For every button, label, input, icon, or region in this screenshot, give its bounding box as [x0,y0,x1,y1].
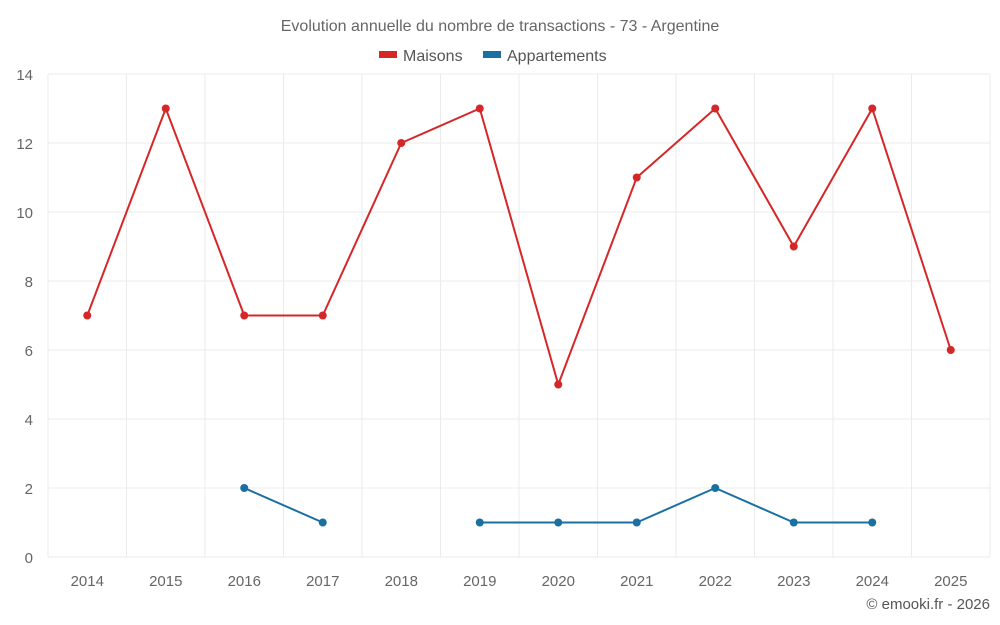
data-point [789,518,798,527]
x-axis: 2014 2015 2016 2017 2018 2019 2020 2021 2022 2023… [71,573,968,590]
data-point [711,104,720,113]
chart-title: Evolution annuelle du nombre de transact… [281,18,720,35]
data-point [868,104,877,113]
data-point [554,518,563,527]
x-tick-label: 2018 [385,573,418,590]
x-tick-label: 2015 [149,573,182,590]
series-line [479,487,873,524]
y-tick-label: 2 [25,481,33,498]
data-point [475,104,484,113]
data-point [475,518,484,527]
x-tick-label: 2019 [463,573,496,590]
y-tick-label: 8 [25,274,33,291]
data-point [711,484,720,492]
legend-label: Appartements [507,48,607,65]
grid [47,73,991,558]
data-point [789,242,798,251]
legend: Maisons Appartements [379,48,607,65]
series-appartements [240,484,877,527]
series-layer [83,104,955,527]
data-point [318,518,327,527]
data-point [868,518,877,527]
x-tick-label: 2025 [934,573,967,590]
y-tick-label: 6 [25,343,33,360]
data-point [240,311,249,320]
data-point [240,484,249,492]
data-point [161,104,170,113]
data-point [318,311,327,320]
data-point [632,518,641,527]
y-tick-label: 10 [16,205,33,222]
legend-item-maisons: Maisons [379,48,463,65]
series-line [86,107,952,386]
y-tick-label: 12 [16,136,33,153]
x-tick-label: 2024 [856,573,889,590]
x-tick-label: 2014 [71,573,104,590]
x-tick-label: 2021 [620,573,653,590]
legend-item-appartements: Appartements [483,48,607,65]
y-tick-label: 0 [25,550,33,567]
data-point [632,173,641,182]
data-point [397,139,406,147]
legend-swatch [483,51,501,58]
data-point [554,380,563,389]
series-line [243,487,324,524]
x-tick-label: 2016 [228,573,261,590]
x-tick-label: 2017 [306,573,339,590]
data-point [83,311,92,320]
credit-text: © emooki.fr - 2026 [866,596,990,613]
x-tick-label: 2023 [777,573,810,590]
x-tick-label: 2020 [542,573,575,590]
series-maisons [83,104,955,389]
legend-swatch [379,51,397,58]
y-tick-label: 14 [16,67,33,84]
data-point [946,346,955,354]
y-axis: 0 2 4 6 8 10 12 14 [16,67,33,567]
x-tick-label: 2022 [699,573,732,590]
y-tick-label: 4 [25,412,33,429]
legend-label: Maisons [403,48,463,65]
